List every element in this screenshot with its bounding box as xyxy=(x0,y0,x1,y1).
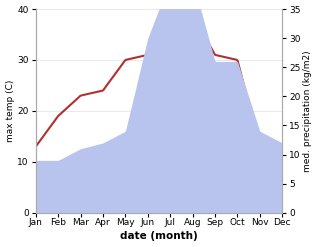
Y-axis label: med. precipitation (kg/m2): med. precipitation (kg/m2) xyxy=(303,50,313,172)
Y-axis label: max temp (C): max temp (C) xyxy=(5,80,15,142)
X-axis label: date (month): date (month) xyxy=(120,231,198,242)
